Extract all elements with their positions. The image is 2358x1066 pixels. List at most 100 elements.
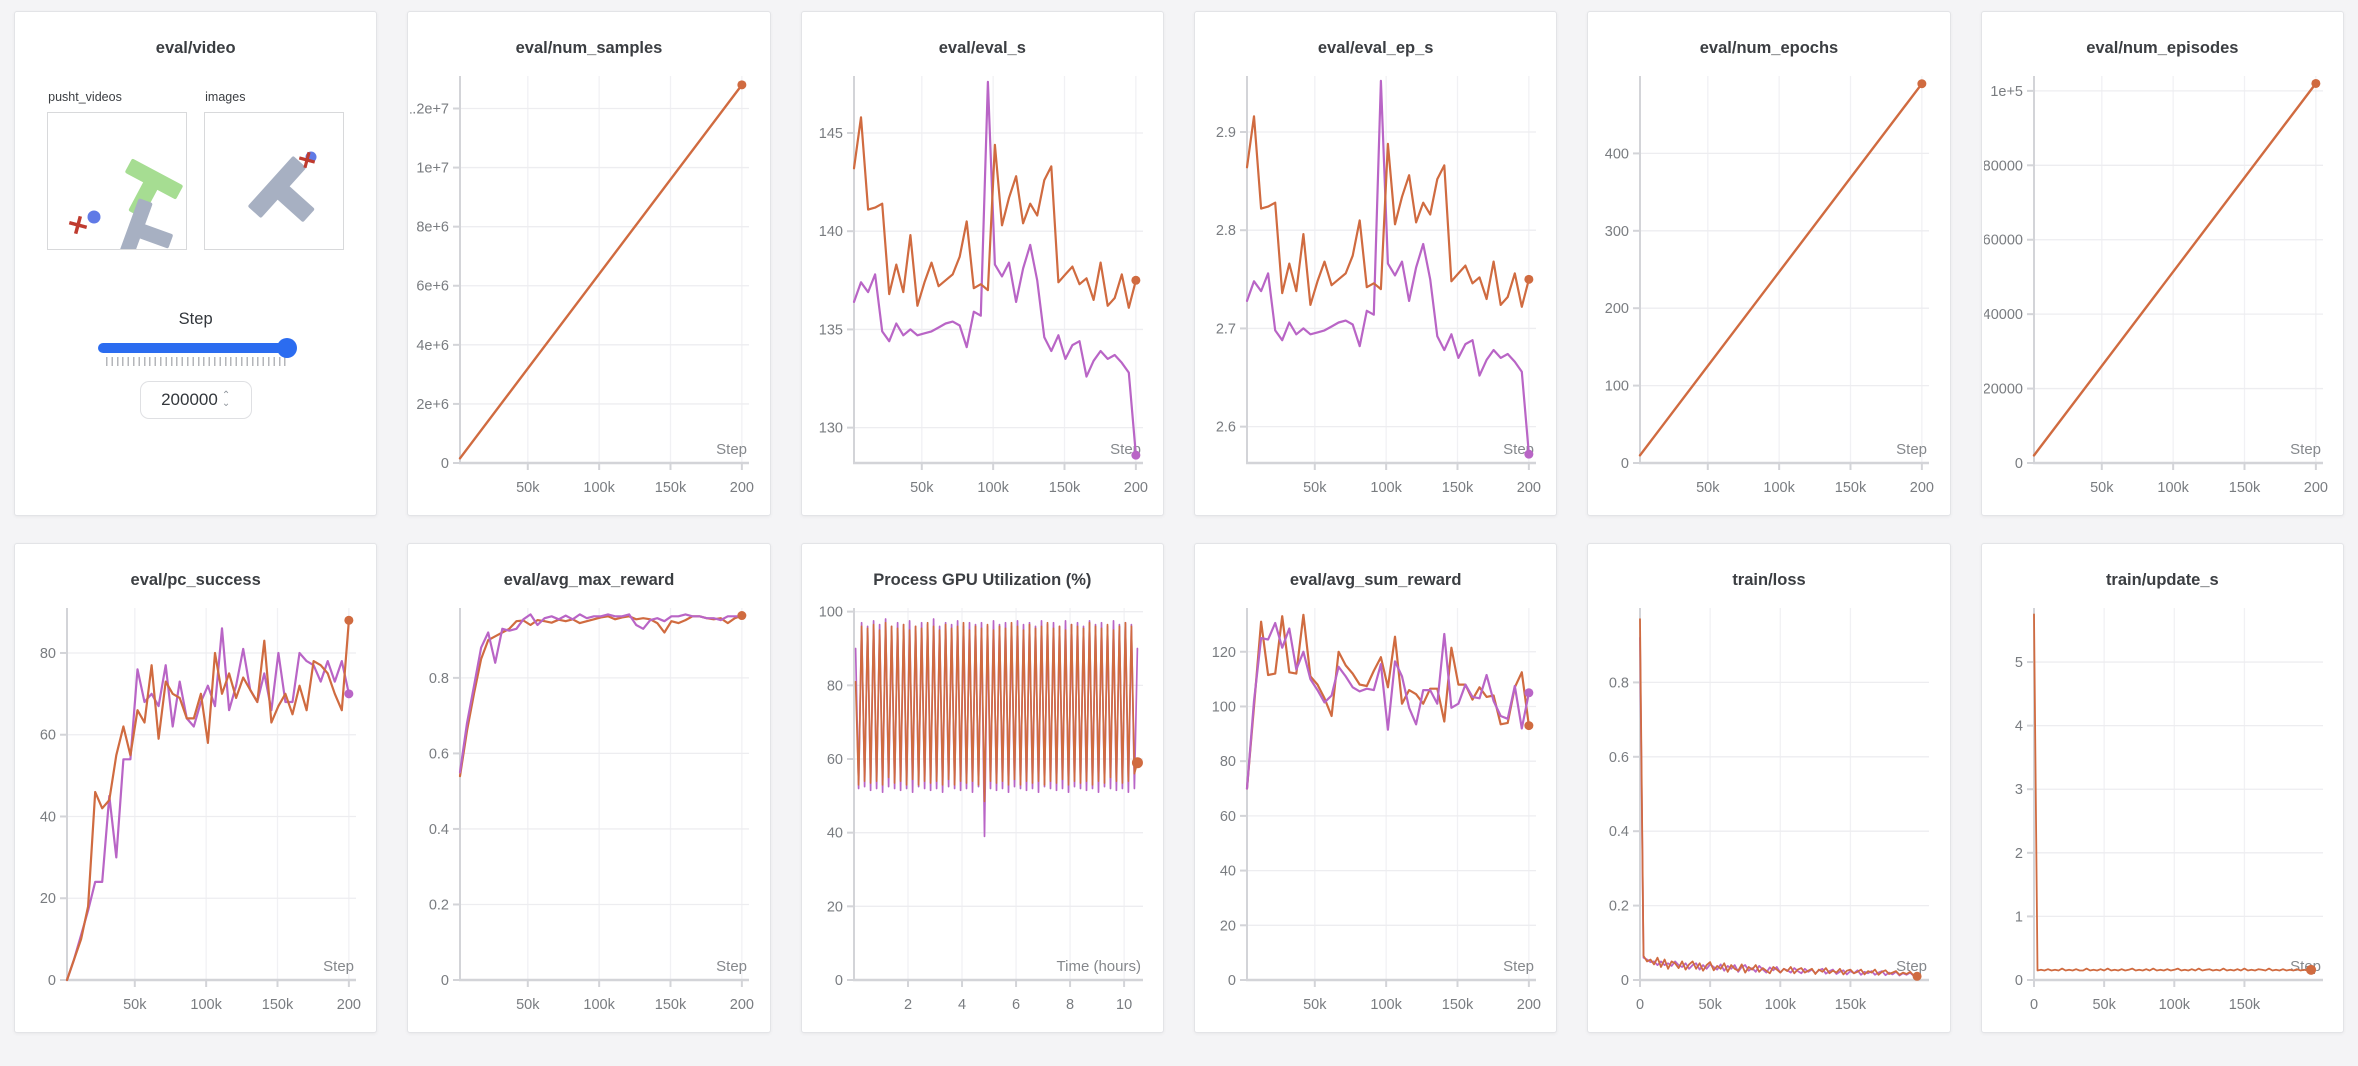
chart-eval-eval-ep-s[interactable]: 50k 100k 150k 200 2.6 2.7 2.8 2.9 Step xyxy=(1197,66,1550,515)
svg-text:50k: 50k xyxy=(516,997,540,1013)
svg-text:40: 40 xyxy=(1220,864,1236,880)
chart-train-loss[interactable]: 0 50k 100k 150k 0 0.2 0.4 0.6 0.8 Step xyxy=(1590,598,1943,1032)
chart-eval-avg-sum-reward[interactable]: 50k 100k 150k 200 0 20 40 60 80 100 120 Step xyxy=(1197,598,1550,1032)
svg-text:0.6: 0.6 xyxy=(429,746,449,762)
svg-text:60000: 60000 xyxy=(1984,233,2023,249)
svg-text:0: 0 xyxy=(1636,997,1644,1013)
svg-text:1.2e+7: 1.2e+7 xyxy=(410,101,449,117)
svg-text:145: 145 xyxy=(818,126,842,142)
panel-title: eval/num_episodes xyxy=(2086,39,2239,57)
svg-text:200: 200 xyxy=(1517,997,1541,1013)
svg-text:200: 200 xyxy=(730,480,754,496)
svg-text:40000: 40000 xyxy=(1984,307,2023,323)
svg-text:150k: 150k xyxy=(655,997,687,1013)
svg-text:130: 130 xyxy=(818,421,842,437)
svg-text:150k: 150k xyxy=(2228,997,2260,1013)
svg-text:200: 200 xyxy=(730,997,754,1013)
svg-text:100k: 100k xyxy=(584,480,616,496)
svg-text:50k: 50k xyxy=(910,480,934,496)
svg-text:60: 60 xyxy=(1220,809,1236,825)
svg-text:50k: 50k xyxy=(1699,997,1723,1013)
svg-text:150k: 150k xyxy=(1835,480,1867,496)
svg-text:0: 0 xyxy=(48,973,56,989)
panel-title: Process GPU Utilization (%) xyxy=(873,571,1092,589)
svg-text:0.8: 0.8 xyxy=(429,671,449,687)
step-slider-handle[interactable] xyxy=(276,338,297,358)
svg-text:135: 135 xyxy=(818,322,842,338)
panel-eval-num-epochs: eval/num_epochs 50k 100k 150k 200 0 100 200 300… xyxy=(1587,11,1951,516)
svg-text:50k: 50k xyxy=(516,480,540,496)
svg-text:Step: Step xyxy=(323,958,354,975)
chart-eval-avg-max-reward[interactable]: 50k 100k 150k 200 0 0.2 0.4 0.6 0.8 Step xyxy=(410,598,763,1032)
chart-eval-num-samples[interactable]: 50k 100k 150k 200 0 2e+6 4e+6 6e+6 8e+6 1e+7 1.2e+… xyxy=(408,66,763,515)
svg-text:8: 8 xyxy=(1066,997,1074,1013)
step-slider-track[interactable] xyxy=(97,338,297,358)
svg-text:100k: 100k xyxy=(1764,480,1796,496)
svg-text:50k: 50k xyxy=(1696,480,1720,496)
step-control: Step 200000 ⌃ ⌄ xyxy=(97,310,297,419)
panel-train-update-s: train/update_s 0 50k 100k 150k 0 1 2 3 4 5 Step xyxy=(1980,543,2344,1033)
svg-text:Step: Step xyxy=(2290,441,2321,458)
svg-text:4: 4 xyxy=(2015,719,2023,735)
svg-text:150k: 150k xyxy=(262,997,294,1013)
panel-eval-avg-max-reward: eval/avg_max_reward 50k 100k 150k 200 0 0.2 0.… xyxy=(407,543,771,1033)
svg-text:200: 200 xyxy=(1517,480,1541,496)
svg-text:50k: 50k xyxy=(2090,480,2114,496)
svg-text:5: 5 xyxy=(2015,655,2023,671)
svg-text:100k: 100k xyxy=(2157,480,2189,496)
svg-text:20: 20 xyxy=(1220,918,1236,934)
chart-eval-num-episodes[interactable]: 50k 100k 150k 200 0 20000 40000 60000 80000 1e+5 S… xyxy=(1982,66,2337,515)
svg-text:0: 0 xyxy=(1621,456,1629,472)
chart-train-update-s[interactable]: 0 50k 100k 150k 0 1 2 3 4 5 Step xyxy=(1984,598,2337,1032)
panel-eval-num-episodes: eval/num_episodes 50k 100k 150k 200 0 20000 40… xyxy=(1980,11,2344,516)
step-slider-ruler xyxy=(105,357,286,366)
svg-text:150k: 150k xyxy=(1442,997,1474,1013)
step-value: 200000 xyxy=(161,390,218,409)
svg-text:100k: 100k xyxy=(1370,997,1402,1013)
panel-title: eval/avg_max_reward xyxy=(503,571,675,589)
svg-text:0.6: 0.6 xyxy=(1609,750,1629,766)
svg-text:150k: 150k xyxy=(655,480,687,496)
svg-text:200: 200 xyxy=(1910,480,1934,496)
svg-text:0.4: 0.4 xyxy=(429,822,449,838)
panel-eval-eval-ep-s: eval/eval_ep_s 50k 100k 150k 200 2.6 2.7 2.8 2.… xyxy=(1194,11,1558,516)
step-value-input[interactable]: 200000 ⌃ ⌄ xyxy=(139,381,252,419)
svg-text:200: 200 xyxy=(337,997,361,1013)
svg-text:20: 20 xyxy=(827,899,843,915)
spinner-down-icon[interactable]: ⌄ xyxy=(221,398,231,409)
chart-eval-eval-s[interactable]: 50k 100k 150k 200 130 135 140 145 Step xyxy=(804,66,1157,515)
svg-text:2.8: 2.8 xyxy=(1216,223,1236,239)
svg-text:50k: 50k xyxy=(1303,997,1327,1013)
image-thumbnail[interactable] xyxy=(204,112,345,250)
svg-text:0: 0 xyxy=(441,973,449,989)
step-spinner: ⌃ ⌄ xyxy=(221,390,231,409)
pusht-videos-column: pusht_videos xyxy=(47,90,188,260)
svg-text:2: 2 xyxy=(2015,846,2023,862)
panel-eval-video: eval/video pusht_videos xyxy=(14,11,378,516)
panel-eval-num-samples: eval/num_samples 50k 100k 150k 200 0 2e+6 4e+6… xyxy=(407,11,771,516)
svg-text:0.2: 0.2 xyxy=(429,897,449,913)
svg-text:Step: Step xyxy=(1896,441,1927,458)
panel-title: eval/video xyxy=(155,39,236,57)
svg-text:6: 6 xyxy=(1012,997,1020,1013)
spinner-up-icon[interactable]: ⌃ xyxy=(221,390,231,401)
panel-title: train/update_s xyxy=(2105,571,2219,589)
svg-text:50k: 50k xyxy=(123,997,147,1013)
svg-text:100: 100 xyxy=(1605,379,1629,395)
svg-text:0: 0 xyxy=(835,973,843,989)
panel-gpu-utilization: Process GPU Utilization (%) 2 4 6 8 10 0 20 40 6… xyxy=(800,543,1164,1033)
svg-text:80: 80 xyxy=(827,678,843,694)
pusht-video-thumbnail[interactable] xyxy=(47,112,188,260)
chart-eval-pc-success[interactable]: 50k 100k 150k 200 0 20 40 60 80 Step xyxy=(17,598,370,1032)
svg-text:40: 40 xyxy=(40,809,56,825)
chart-gpu-utilization[interactable]: 2 4 6 8 10 0 20 40 60 80 100 Time (hours) xyxy=(804,598,1157,1032)
svg-text:0: 0 xyxy=(2015,973,2023,989)
svg-text:100: 100 xyxy=(818,605,842,621)
panel-title: eval/eval_s xyxy=(938,39,1026,57)
svg-text:0: 0 xyxy=(2030,997,2038,1013)
chart-eval-num-epochs[interactable]: 50k 100k 150k 200 0 100 200 300 400 Step xyxy=(1590,66,1943,515)
svg-text:200: 200 xyxy=(1605,301,1629,317)
svg-text:1e+7: 1e+7 xyxy=(417,161,450,177)
panel-title: train/loss xyxy=(1732,571,1806,589)
svg-text:60: 60 xyxy=(40,728,56,744)
